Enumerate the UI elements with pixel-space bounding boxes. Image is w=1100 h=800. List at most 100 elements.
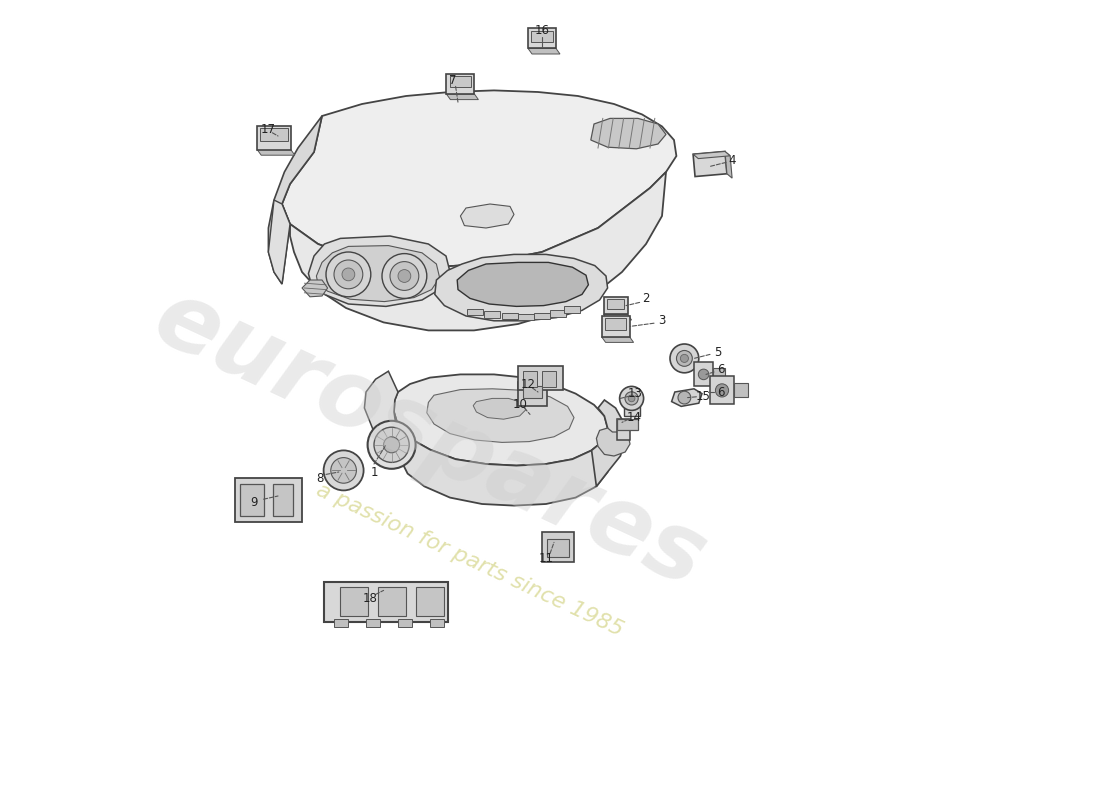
Circle shape xyxy=(326,252,371,297)
Text: 4: 4 xyxy=(728,154,736,166)
Text: 15: 15 xyxy=(696,390,711,402)
Bar xyxy=(617,419,638,430)
Bar xyxy=(518,314,534,320)
Bar xyxy=(257,126,290,150)
Text: 11: 11 xyxy=(539,552,553,565)
Text: 8: 8 xyxy=(316,472,323,485)
Bar xyxy=(693,151,727,177)
Text: 18: 18 xyxy=(363,592,377,605)
Bar xyxy=(542,371,557,387)
Polygon shape xyxy=(427,389,574,442)
Bar xyxy=(534,313,550,319)
Text: 12: 12 xyxy=(521,378,536,390)
Bar xyxy=(604,297,628,314)
Bar xyxy=(564,306,581,313)
Bar xyxy=(484,311,500,318)
Circle shape xyxy=(390,262,419,290)
Polygon shape xyxy=(528,48,560,54)
Bar xyxy=(323,582,449,622)
Circle shape xyxy=(698,369,708,380)
Bar xyxy=(624,392,639,416)
Polygon shape xyxy=(317,246,440,302)
Text: 3: 3 xyxy=(658,314,666,326)
Bar xyxy=(522,386,542,398)
Bar xyxy=(273,484,294,516)
Circle shape xyxy=(323,450,364,490)
Bar xyxy=(518,366,563,390)
Bar xyxy=(241,484,264,516)
Bar xyxy=(710,376,734,404)
Circle shape xyxy=(398,270,410,282)
Polygon shape xyxy=(592,400,626,486)
Polygon shape xyxy=(364,371,399,458)
Bar xyxy=(261,128,287,141)
Bar xyxy=(522,371,537,387)
Bar xyxy=(417,587,444,616)
Polygon shape xyxy=(473,398,526,419)
Text: 1: 1 xyxy=(371,466,377,478)
Polygon shape xyxy=(394,412,607,506)
Bar xyxy=(234,478,302,522)
Bar xyxy=(531,30,553,42)
Polygon shape xyxy=(308,236,450,306)
Polygon shape xyxy=(447,94,478,100)
Polygon shape xyxy=(461,204,514,228)
Circle shape xyxy=(331,458,356,483)
Bar xyxy=(528,28,556,48)
Bar xyxy=(607,299,625,309)
Polygon shape xyxy=(672,389,702,406)
Bar xyxy=(734,383,748,398)
Circle shape xyxy=(715,384,728,397)
Bar xyxy=(366,619,381,627)
Polygon shape xyxy=(602,337,634,342)
Polygon shape xyxy=(434,254,607,321)
Bar xyxy=(550,310,566,317)
Text: 14: 14 xyxy=(627,411,641,424)
Polygon shape xyxy=(394,374,607,466)
Circle shape xyxy=(670,344,698,373)
Circle shape xyxy=(382,254,427,298)
Text: 5: 5 xyxy=(714,346,722,358)
Text: 6: 6 xyxy=(717,363,725,376)
Circle shape xyxy=(334,260,363,289)
Text: 10: 10 xyxy=(513,398,528,410)
Circle shape xyxy=(372,425,411,465)
Polygon shape xyxy=(302,280,328,297)
Bar xyxy=(466,309,483,315)
Bar xyxy=(617,419,630,440)
Circle shape xyxy=(379,433,404,457)
Polygon shape xyxy=(604,314,631,320)
Bar xyxy=(694,362,713,386)
Circle shape xyxy=(619,386,644,410)
Bar xyxy=(602,316,629,337)
Circle shape xyxy=(625,392,638,405)
Circle shape xyxy=(628,395,635,402)
Polygon shape xyxy=(268,200,290,284)
Text: 13: 13 xyxy=(628,387,643,400)
Polygon shape xyxy=(290,172,666,330)
Polygon shape xyxy=(282,90,676,268)
Bar xyxy=(340,587,367,616)
Circle shape xyxy=(681,354,689,362)
Bar xyxy=(713,368,725,381)
Circle shape xyxy=(676,350,692,366)
Text: a passion for parts since 1985: a passion for parts since 1985 xyxy=(314,480,627,640)
Text: 9: 9 xyxy=(251,496,257,509)
Polygon shape xyxy=(268,116,322,284)
Bar xyxy=(378,587,406,616)
Bar xyxy=(502,313,518,319)
Text: eurospares: eurospares xyxy=(140,272,720,608)
Text: 7: 7 xyxy=(449,74,456,86)
Polygon shape xyxy=(693,151,730,158)
Bar xyxy=(450,76,471,87)
Circle shape xyxy=(386,439,397,450)
Text: 2: 2 xyxy=(642,292,650,305)
Text: 17: 17 xyxy=(261,123,276,136)
Circle shape xyxy=(678,391,691,404)
Polygon shape xyxy=(257,150,295,155)
Bar xyxy=(334,619,349,627)
Polygon shape xyxy=(725,151,733,178)
Polygon shape xyxy=(596,428,630,456)
Bar xyxy=(447,74,474,94)
Polygon shape xyxy=(591,118,666,149)
